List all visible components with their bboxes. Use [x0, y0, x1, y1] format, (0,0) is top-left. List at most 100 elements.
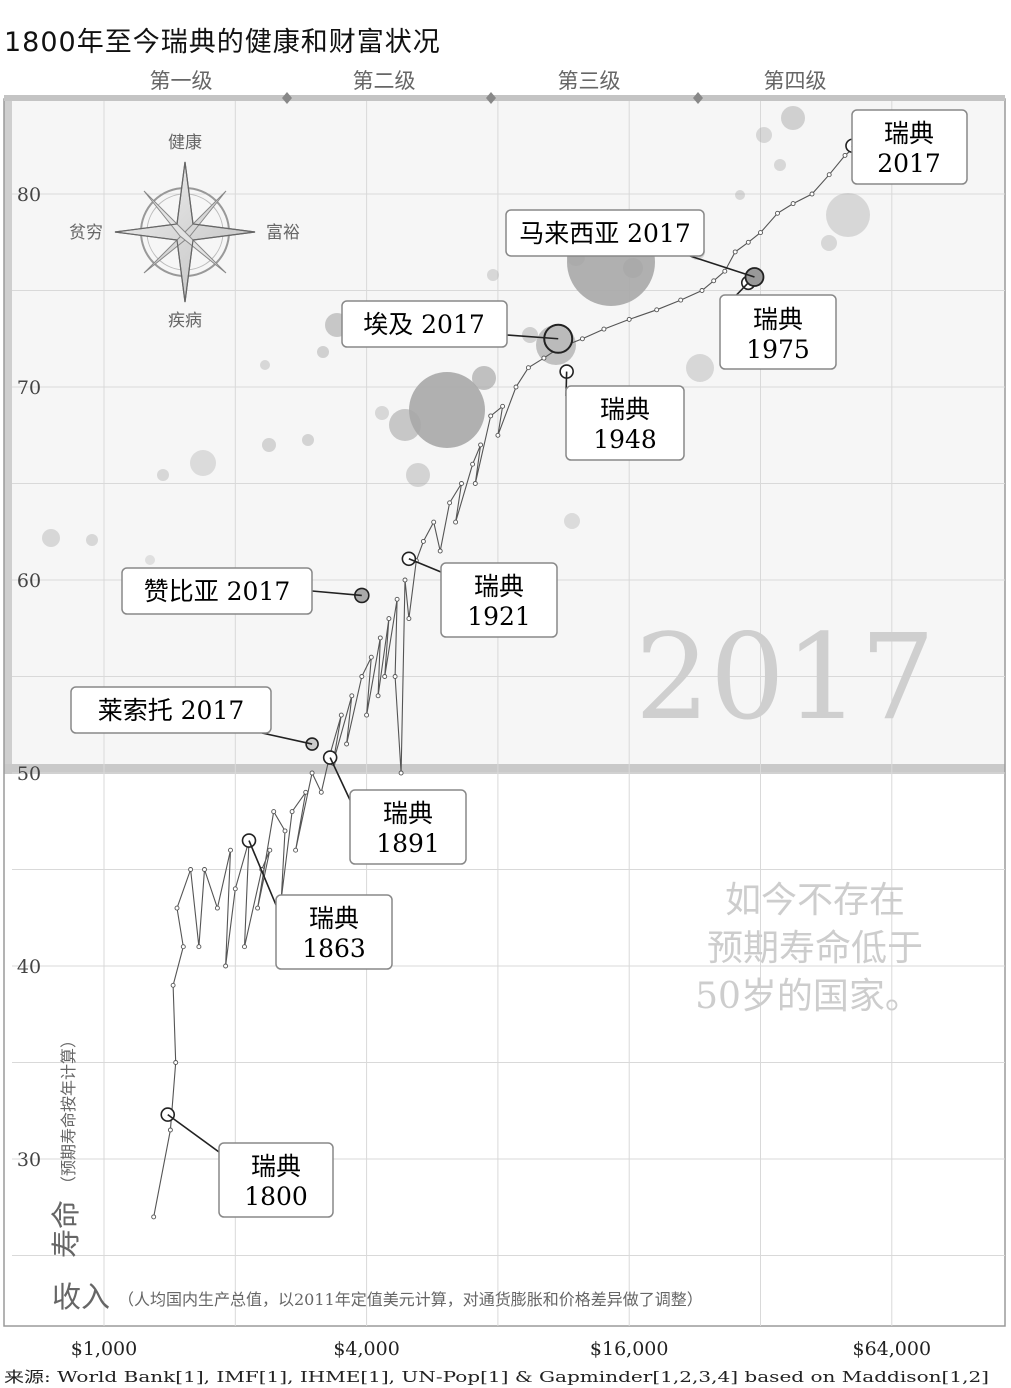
sweden-year-point	[293, 847, 299, 853]
sweden-year-point	[478, 442, 484, 448]
callout-zambia-2017: 赞比亚 2017	[121, 567, 313, 615]
sweden-year-point	[437, 548, 443, 554]
sweden-year-point	[188, 867, 194, 872]
country-bubble	[487, 269, 499, 281]
compass-up: 健康	[168, 133, 202, 153]
country-bubble	[157, 469, 169, 481]
sweden-year-point	[470, 461, 476, 467]
country-bubble	[564, 513, 580, 529]
sweden-year-point	[202, 867, 207, 872]
country-bubble	[375, 406, 389, 420]
level-label: 第二级	[353, 69, 416, 93]
sweden-year-point	[232, 886, 238, 892]
callout-leader-line	[506, 334, 559, 340]
sweden-year-point	[174, 905, 180, 911]
sweden-year-point	[282, 828, 288, 834]
sweden-year-point	[368, 654, 374, 660]
country-bubble	[42, 529, 60, 547]
x-axis-sublabel: （人均国内生产总值，以2011年定值美元计算，对通货膨胀和价格差异做了调整）	[118, 1290, 703, 1309]
sweden-year-point	[406, 616, 412, 622]
sweden-year-point	[255, 905, 261, 911]
sweden-year-point	[678, 297, 684, 303]
sweden-year-point	[167, 1127, 173, 1133]
sweden-year-point	[402, 577, 408, 583]
country-bubble	[317, 346, 329, 358]
sweden-year-point	[495, 432, 501, 438]
country-bubble	[781, 106, 805, 130]
y-tick-label: 40	[17, 956, 41, 978]
callout-leader-line	[261, 732, 313, 745]
level-labels: 第一级 第二级 第三级 第四级	[150, 69, 827, 104]
country-bubble	[756, 127, 772, 143]
y-axis-label-group: 寿命 （预期寿命按年计算）	[49, 1032, 83, 1258]
sweden-year-point	[303, 789, 309, 795]
callout-line2: 1800	[244, 1182, 308, 1211]
callout-line2: 1948	[593, 425, 657, 454]
sweden-year-point	[453, 519, 459, 525]
sweden-year-point	[420, 538, 426, 544]
callout-box	[341, 300, 508, 348]
sweden-year-point	[344, 741, 350, 747]
callout-sweden-1863: 瑞典 1863	[275, 894, 393, 970]
sweden-year-point	[626, 316, 632, 322]
sweden-year-point	[472, 481, 478, 486]
lower-region	[4, 770, 1005, 1326]
callout-line1: 瑞典	[753, 305, 803, 334]
callout-egypt-2017: 埃及 2017	[341, 300, 508, 348]
sweden-year-point	[699, 288, 705, 293]
sweden-year-point	[242, 944, 247, 950]
sweden-year-point	[758, 230, 763, 236]
country-bubble	[409, 372, 485, 448]
compass-left: 贫穷	[69, 223, 103, 243]
callout-line1: 瑞典	[600, 395, 650, 424]
sweden-year-point	[459, 481, 464, 486]
sweden-year-point	[711, 278, 717, 284]
callout-sweden-1921: 瑞典 1921	[440, 562, 558, 638]
sweden-year-point	[513, 384, 519, 390]
upper-region	[4, 99, 1005, 770]
level-label: 第一级	[150, 69, 213, 93]
callout-leader-line	[167, 1113, 220, 1153]
callout-malaysia-2017: 马来西亚 2017	[505, 209, 705, 257]
sweden-year-point	[386, 616, 392, 622]
country-bubble	[774, 159, 786, 171]
callout-box	[218, 1142, 334, 1218]
y-axis-sublabel: （预期寿命按年计算）	[59, 1032, 78, 1192]
callout-sweden-1948: 瑞典 1948	[565, 385, 685, 461]
country-bubble	[735, 190, 745, 200]
compass-down: 疾病	[168, 311, 202, 331]
compass-star-outline	[114, 161, 256, 303]
level-bar	[4, 95, 1005, 101]
compass-rose: 健康 疾病 贫穷 富裕	[69, 133, 300, 331]
sweden-year-point	[732, 249, 738, 255]
country-bubble	[821, 235, 837, 251]
sweden-year-point	[196, 944, 202, 950]
sweden-year-point	[359, 674, 365, 679]
compass-diagonal-b	[143, 190, 227, 274]
sweden-year-point	[654, 307, 660, 313]
x-axis-label: 收入	[52, 1280, 110, 1314]
callout-leader-line	[329, 757, 351, 801]
sweden-year-point	[228, 847, 233, 853]
country-bubble	[262, 438, 276, 452]
callout-leaders	[167, 145, 854, 1153]
callout-lesotho-2017: 莱索托 2017	[70, 686, 272, 734]
callout-line1: 瑞典	[309, 904, 359, 933]
country-bubble	[406, 463, 430, 487]
callout-line2: 1975	[746, 335, 810, 364]
year-watermark: 2017	[635, 608, 935, 746]
callout-box	[275, 894, 393, 970]
x-tick-labels: $1,000 $4,000 $16,000 $64,000	[71, 1338, 931, 1360]
callout-box	[565, 385, 685, 461]
level-separator-icon	[282, 92, 292, 104]
callout-line2: 1921	[467, 602, 531, 631]
country-bubble	[826, 193, 870, 237]
sweden-year-point	[488, 413, 494, 419]
country-bubble	[190, 450, 216, 476]
sweden-year-point	[151, 1214, 157, 1220]
callout-box	[70, 686, 272, 734]
y-tick-label: 80	[17, 184, 41, 206]
sweden-year-point	[173, 1060, 179, 1065]
sweden-year-point	[500, 403, 506, 409]
